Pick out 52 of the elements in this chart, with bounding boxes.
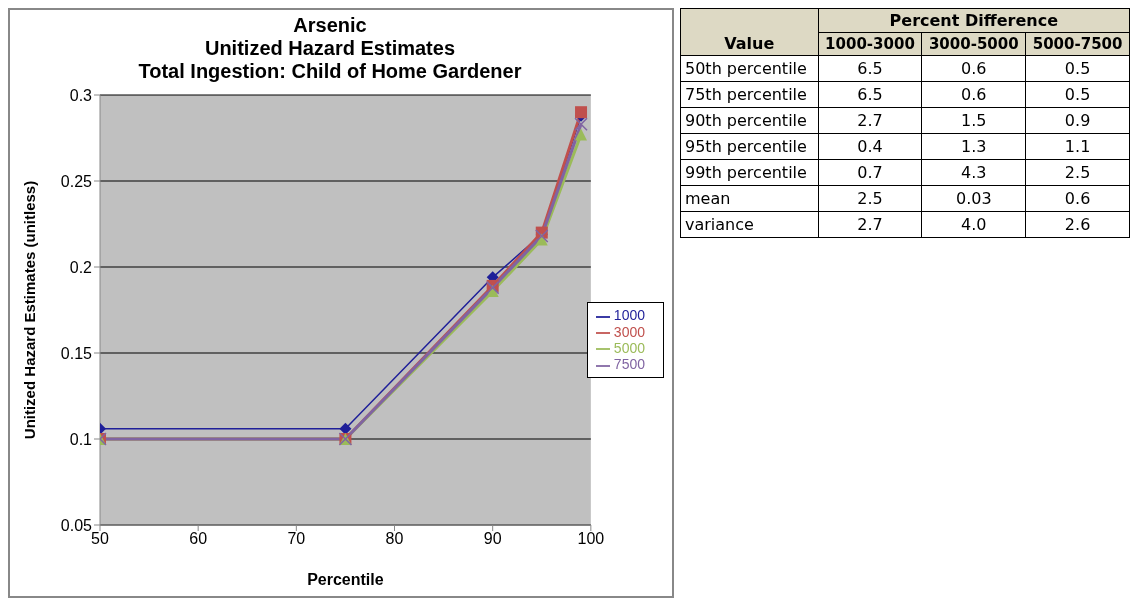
text: 0.6 (1064, 189, 1091, 208)
y-tick-label: 0.15 (60, 344, 93, 362)
category-label: 3000-5000 (921, 32, 1026, 56)
text: 2.5 (857, 189, 883, 208)
text: 1.1 (1064, 137, 1091, 156)
text: 0.7 (857, 163, 883, 182)
text: 6.5 (857, 59, 883, 78)
text: 4.0 (961, 215, 987, 234)
y-tick-label: 0.05 (60, 516, 93, 534)
text: 2.7 (857, 215, 883, 234)
category-label: mean (685, 189, 731, 208)
y-axis-title: Unitized Hazard Estimates (unitless) (21, 180, 39, 440)
category-label: 90th percentile (685, 111, 807, 130)
text: 0.6 (961, 85, 987, 104)
x-tick-label: 100 (577, 530, 605, 548)
chart-title: Arsenic Unitized Hazard Estimates Total Ingestion: Child of Home Gardener (137, 14, 523, 83)
y-tick-label: 0.25 (60, 172, 93, 190)
text: 0.9 (1064, 111, 1091, 130)
text: 0.5 (1064, 59, 1091, 78)
text: Percent Difference (818, 8, 1130, 33)
text: 1.3 (961, 137, 987, 156)
y-tick-label: 0.3 (69, 86, 93, 104)
text: 0.03 (955, 189, 992, 208)
x-tick-label: 80 (385, 530, 404, 548)
x-axis-title: Percentile (307, 571, 384, 588)
category-label: 50th percentile (685, 59, 807, 78)
y-tick-label: 0.1 (69, 430, 93, 448)
category-label: 95th percentile (685, 137, 807, 156)
legend-label: 1000 (613, 307, 645, 324)
x-tick-label: 90 (483, 530, 502, 548)
x-tick-label: 60 (189, 530, 208, 548)
y-tick-label: 0.2 (69, 258, 93, 276)
x-tick-label: 50 (91, 530, 109, 548)
text: 4.3 (961, 163, 987, 182)
text: 1.5 (961, 111, 987, 130)
text: 0.6 (961, 59, 987, 78)
category-label: variance (685, 215, 754, 234)
text: 6.5 (857, 85, 883, 104)
legend-label: 3000 (613, 323, 645, 340)
category-label: 5000-7500 (1025, 32, 1130, 56)
text: 2.7 (857, 111, 883, 130)
legend-label: 5000 (613, 340, 645, 356)
text: 2.6 (1064, 215, 1091, 234)
x-tick-label: 70 (287, 530, 306, 548)
category-label: 99th percentile (685, 163, 807, 182)
text: 0.4 (857, 137, 883, 156)
text: Value (680, 8, 819, 56)
text: 0.5 (1064, 85, 1091, 104)
text: 2.5 (1064, 163, 1091, 182)
legend-label: 7500 (613, 356, 645, 373)
category-label: 1000-3000 (818, 32, 922, 56)
category-label: 75th percentile (685, 85, 807, 104)
